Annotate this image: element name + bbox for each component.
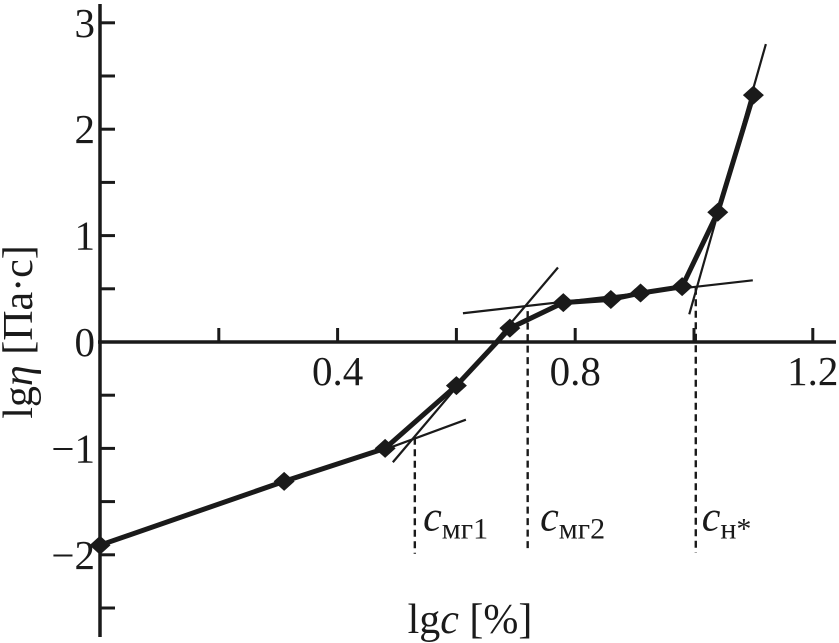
x-tick-label: 1.2 bbox=[787, 348, 838, 394]
threshold-label-c-mg2: cмг2 bbox=[540, 494, 605, 545]
y-tick-label: 3 bbox=[75, 0, 96, 46]
tangent-dilute-line bbox=[378, 418, 467, 453]
y-tick-label: 1 bbox=[75, 213, 96, 259]
y-axis-title: lgη [Па·с] bbox=[0, 245, 42, 419]
y-tick-label: 2 bbox=[75, 106, 96, 152]
tick-labels: 0.4 0.8 1.2 3 2 1 0 −1 −2 bbox=[51, 0, 838, 578]
data-point bbox=[630, 283, 652, 303]
x-tick-label: 0.4 bbox=[312, 348, 363, 394]
threshold-label-c-mg1: cмг1 bbox=[423, 494, 488, 545]
data-point bbox=[89, 535, 111, 555]
data-point-markers bbox=[89, 85, 764, 555]
threshold-label-c-n-star: cн* bbox=[702, 494, 752, 545]
data-point bbox=[499, 318, 521, 338]
data-point bbox=[445, 376, 467, 396]
data-point bbox=[273, 471, 295, 491]
y-tick-label: −2 bbox=[51, 532, 95, 578]
data-point bbox=[600, 289, 622, 309]
y-tick-label: 0 bbox=[75, 319, 96, 365]
data-point bbox=[671, 277, 693, 297]
data-point bbox=[707, 202, 729, 222]
data-point bbox=[552, 293, 574, 313]
data-point bbox=[374, 438, 396, 458]
data-point bbox=[742, 85, 764, 105]
x-tick-label: 0.8 bbox=[550, 348, 601, 394]
axes bbox=[98, 4, 836, 637]
x-axis-title: lgc [%] bbox=[408, 597, 533, 643]
threshold-labels: cмг1 cмг2 cн* bbox=[423, 494, 751, 545]
threshold-lines bbox=[413, 287, 697, 554]
y-tick-label: −1 bbox=[51, 425, 95, 471]
